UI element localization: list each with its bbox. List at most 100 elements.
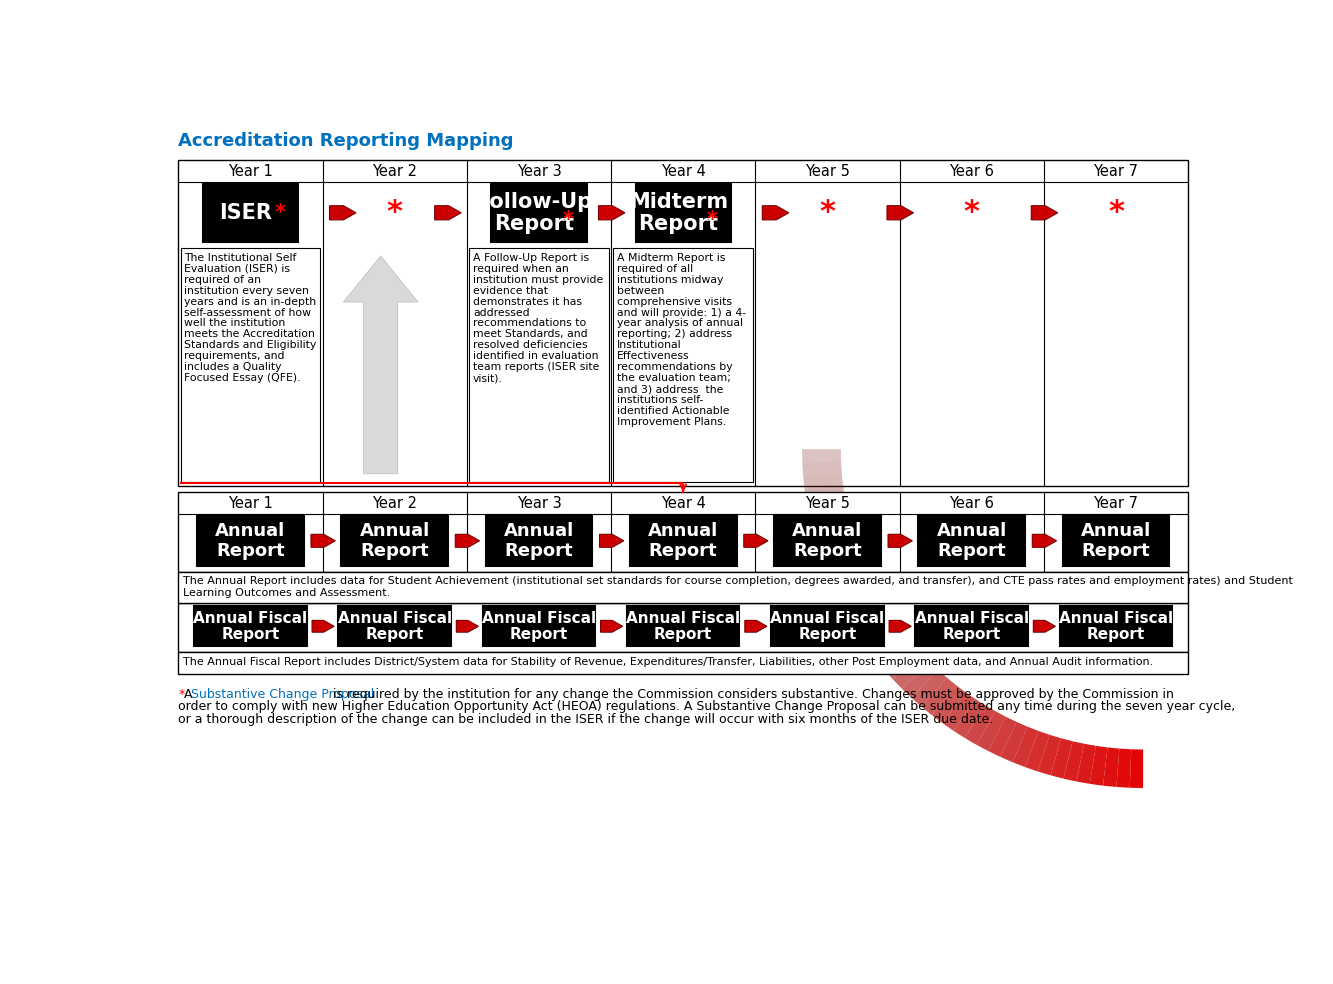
Text: reporting; 2) address: reporting; 2) address bbox=[617, 330, 732, 339]
Text: identified Actionable: identified Actionable bbox=[617, 406, 729, 416]
Text: *: * bbox=[275, 203, 285, 222]
Polygon shape bbox=[868, 626, 905, 659]
Polygon shape bbox=[884, 645, 921, 679]
Polygon shape bbox=[329, 206, 356, 219]
Text: team reports (ISER site: team reports (ISER site bbox=[473, 362, 600, 372]
Text: visit).: visit). bbox=[473, 373, 503, 383]
Text: required of all: required of all bbox=[617, 264, 693, 274]
Text: evidence that: evidence that bbox=[473, 285, 548, 295]
Polygon shape bbox=[599, 206, 625, 219]
Polygon shape bbox=[343, 256, 419, 474]
Polygon shape bbox=[1032, 534, 1057, 547]
Text: institution every seven: institution every seven bbox=[184, 285, 309, 295]
Text: comprehensive visits: comprehensive visits bbox=[617, 296, 732, 307]
Text: *: * bbox=[387, 199, 403, 227]
Text: Year 7: Year 7 bbox=[1093, 163, 1138, 179]
Text: Annual Fiscal
Report: Annual Fiscal Report bbox=[481, 611, 596, 642]
Text: institution must provide: institution must provide bbox=[473, 275, 604, 284]
Text: Annual
Report: Annual Report bbox=[648, 523, 718, 560]
Text: Annual Fiscal
Report: Annual Fiscal Report bbox=[770, 611, 885, 642]
Polygon shape bbox=[809, 508, 849, 528]
Text: Year 5: Year 5 bbox=[805, 163, 850, 179]
Text: Year 6: Year 6 bbox=[949, 163, 994, 179]
Text: the evaluation team;: the evaluation team; bbox=[617, 373, 730, 383]
Bar bbox=[918, 516, 1025, 566]
Polygon shape bbox=[812, 520, 852, 541]
Text: between: between bbox=[617, 285, 664, 295]
Bar bbox=[180, 248, 320, 481]
Polygon shape bbox=[600, 534, 624, 547]
Polygon shape bbox=[1064, 741, 1084, 781]
Text: self-assessment of how: self-assessment of how bbox=[184, 307, 312, 318]
Text: years and is an in-depth: years and is an in-depth bbox=[184, 296, 316, 307]
Polygon shape bbox=[932, 685, 965, 723]
Bar bbox=[774, 516, 881, 566]
Text: *: * bbox=[706, 210, 718, 229]
Text: meet Standards, and: meet Standards, and bbox=[473, 330, 588, 339]
Text: includes a Quality: includes a Quality bbox=[184, 362, 283, 372]
Polygon shape bbox=[833, 575, 874, 603]
Text: Standards and Eligibility: Standards and Eligibility bbox=[184, 340, 317, 350]
Bar bbox=[195, 606, 307, 646]
Text: identified in evaluation: identified in evaluation bbox=[473, 351, 599, 361]
Text: Substantive Change Proposal: Substantive Change Proposal bbox=[192, 688, 375, 701]
Text: The Annual Fiscal Report includes District/System data for Stability of Revenue,: The Annual Fiscal Report includes Distri… bbox=[183, 657, 1153, 667]
Polygon shape bbox=[311, 534, 336, 547]
Text: *: * bbox=[820, 199, 836, 227]
Polygon shape bbox=[977, 711, 1006, 751]
Text: Year 2: Year 2 bbox=[372, 496, 417, 511]
Bar bbox=[483, 606, 595, 646]
Polygon shape bbox=[1025, 731, 1049, 771]
Text: Annual
Report: Annual Report bbox=[937, 523, 1006, 560]
Text: Year 3: Year 3 bbox=[516, 163, 561, 179]
Text: Year 1: Year 1 bbox=[228, 496, 273, 511]
Text: recommendations by: recommendations by bbox=[617, 362, 733, 372]
Polygon shape bbox=[860, 616, 898, 648]
Text: and 3) address  the: and 3) address the bbox=[617, 384, 724, 394]
Text: requirements, and: requirements, and bbox=[184, 351, 285, 361]
Polygon shape bbox=[601, 620, 623, 632]
Bar bbox=[492, 184, 587, 242]
Text: Annual Fiscal
Report: Annual Fiscal Report bbox=[193, 611, 308, 642]
Polygon shape bbox=[845, 596, 885, 626]
Polygon shape bbox=[1013, 726, 1038, 768]
Polygon shape bbox=[745, 620, 766, 632]
Polygon shape bbox=[912, 670, 946, 707]
Polygon shape bbox=[802, 461, 842, 475]
Polygon shape bbox=[806, 496, 846, 516]
Text: Year 2: Year 2 bbox=[372, 163, 417, 179]
Text: Annual Fiscal
Report: Annual Fiscal Report bbox=[337, 611, 452, 642]
Bar bbox=[1060, 606, 1172, 646]
Polygon shape bbox=[1102, 748, 1120, 787]
Bar bbox=[627, 606, 740, 646]
Bar bbox=[179, 573, 1188, 603]
Polygon shape bbox=[886, 206, 913, 219]
Text: Annual
Report: Annual Report bbox=[792, 523, 862, 560]
Text: Annual Fiscal
Report: Annual Fiscal Report bbox=[627, 611, 740, 642]
Text: The Institutional Self: The Institutional Self bbox=[184, 253, 297, 263]
Text: demonstrates it has: demonstrates it has bbox=[473, 296, 583, 307]
Bar bbox=[179, 492, 1188, 573]
Polygon shape bbox=[889, 620, 912, 632]
Text: Year 4: Year 4 bbox=[661, 496, 705, 511]
Text: well the institution: well the institution bbox=[184, 319, 285, 329]
Polygon shape bbox=[1033, 620, 1056, 632]
Bar bbox=[485, 516, 592, 566]
Text: A Midterm Report is: A Midterm Report is bbox=[617, 253, 725, 263]
Text: meets the Accreditation: meets the Accreditation bbox=[184, 330, 316, 339]
Bar bbox=[629, 516, 737, 566]
Text: *: * bbox=[563, 210, 573, 229]
Text: resolved deficiencies: resolved deficiencies bbox=[473, 340, 588, 350]
Text: ISER: ISER bbox=[220, 203, 272, 222]
Bar bbox=[341, 516, 448, 566]
Polygon shape bbox=[1090, 746, 1108, 785]
Bar bbox=[469, 248, 609, 481]
Polygon shape bbox=[762, 206, 789, 219]
Text: Annual
Report: Annual Report bbox=[1081, 523, 1152, 560]
Bar bbox=[636, 184, 730, 242]
Text: A: A bbox=[184, 688, 197, 701]
Polygon shape bbox=[888, 534, 912, 547]
Text: Annual Fiscal
Report: Annual Fiscal Report bbox=[914, 611, 1029, 642]
Text: Year 5: Year 5 bbox=[805, 496, 850, 511]
Polygon shape bbox=[456, 534, 480, 547]
